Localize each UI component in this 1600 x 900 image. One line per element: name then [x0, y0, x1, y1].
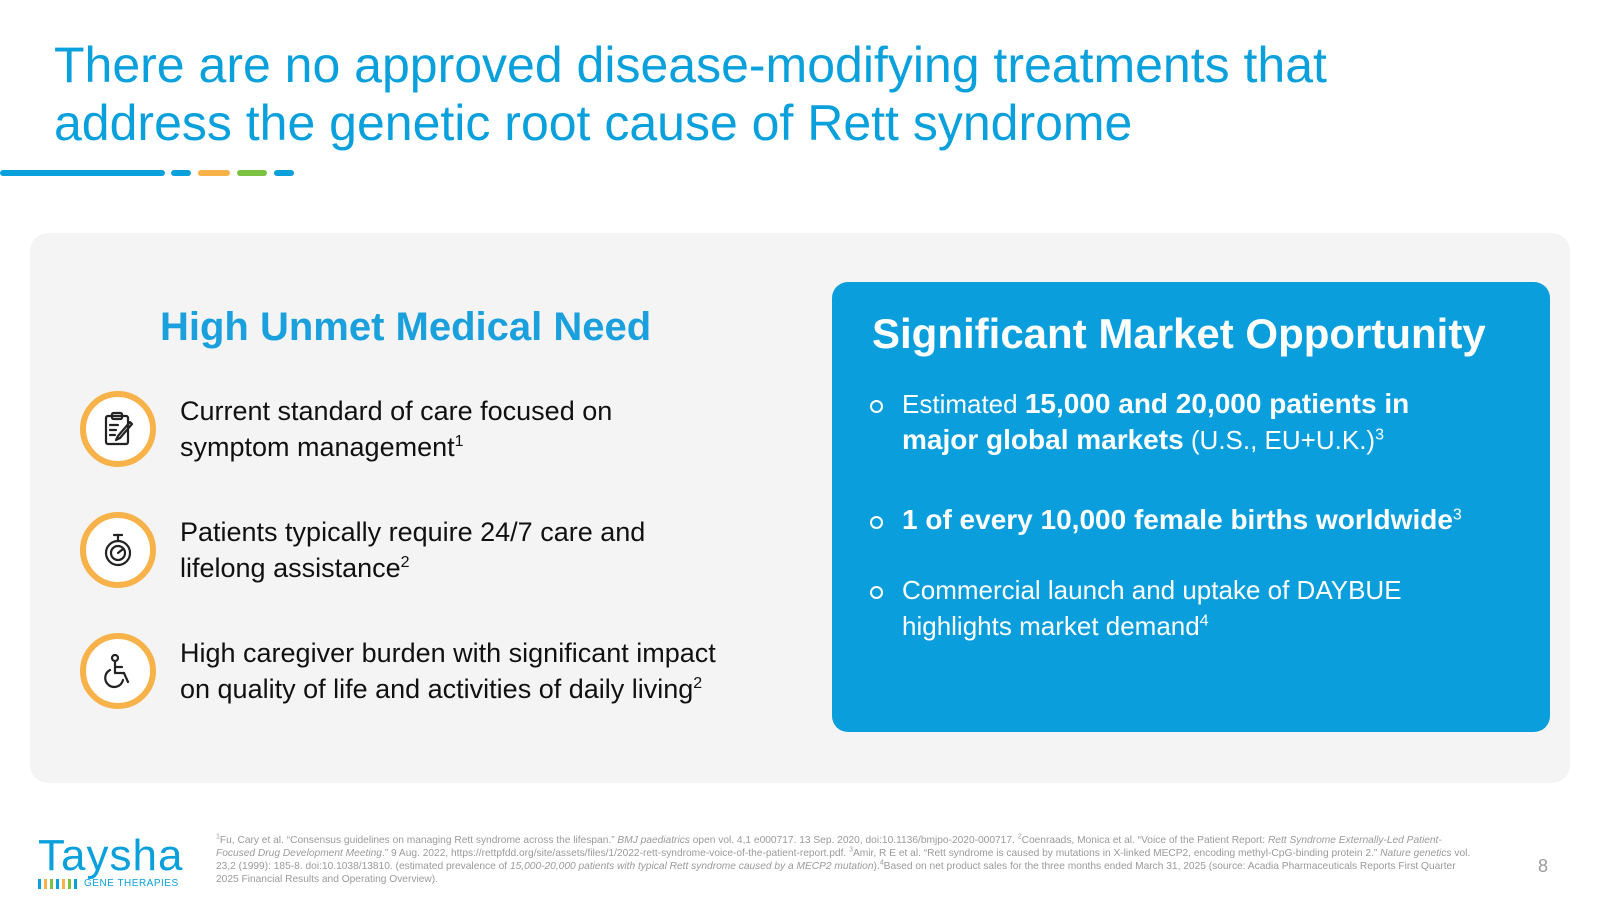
market-bullet-patients: Estimated 15,000 and 20,000 patients in …: [870, 386, 1530, 458]
stopwatch-icon: [80, 512, 156, 588]
footnote-1-journal: BMJ paediatrics: [617, 835, 690, 846]
logo-bar: [38, 878, 41, 889]
need-item-line1: Current standard of care focused on: [180, 396, 613, 426]
logo-bar: [74, 878, 77, 889]
need-item-line2: on quality of life and activities of dai…: [180, 671, 800, 707]
circle-bullet-icon: [870, 586, 883, 599]
need-item-line2: lifelong assistance2: [180, 550, 800, 586]
logo-bar: [62, 878, 65, 889]
need-item-text: Patients typically require 24/7 care and…: [180, 514, 800, 586]
footnote-ref: 3: [1375, 426, 1384, 444]
slide-title-line1: There are no approved disease-modifying …: [54, 37, 1327, 93]
bullet-pre-text: Estimated: [902, 389, 1025, 419]
footnote-ref: 4: [1199, 612, 1209, 630]
need-item-text: Current standard of care focused on symp…: [180, 393, 800, 465]
bullet-bold-text: 1 of every 10,000 female births worldwid…: [902, 504, 1453, 535]
logo-wordmark: Taysha: [38, 831, 184, 880]
slide-title-line2: address the genetic root cause of Rett s…: [54, 95, 1133, 151]
need-item-line2: symptom management1: [180, 429, 800, 465]
need-item-text: High caregiver burden with significant i…: [180, 635, 800, 707]
footnote-ref: 2: [693, 675, 703, 692]
title-rule-dash: [274, 170, 294, 176]
footnote-1: Fu, Cary et al. “Consensus guidelines on…: [219, 835, 618, 846]
clipboard-icon: [80, 391, 156, 467]
footnote-1-rest: open vol. 4,1 e000717. 13 Sep. 2020, doi…: [689, 835, 1018, 846]
need-item-line2-text: on quality of life and activities of dai…: [180, 674, 694, 704]
market-opportunity-heading: Significant Market Opportunity: [872, 310, 1486, 357]
footnote-3: Amir, R E et al. “Rett syndrome is cause…: [853, 848, 1381, 859]
need-item-line1: High caregiver burden with significant i…: [180, 638, 716, 668]
footnote-2-title: Rett Syndrome Externally-Led Patient-Foc…: [216, 835, 1442, 859]
wheelchair-icon: [80, 633, 156, 709]
market-bullet-text: Commercial launch and uptake of DAYBUE h…: [902, 572, 1530, 644]
bullet-bold-text: 15,000 and 20,000 patients in: [1024, 388, 1410, 419]
need-item-line2-text: lifelong assistance: [180, 553, 401, 583]
title-rule-dash: [198, 170, 230, 176]
title-rule-long: [0, 170, 165, 176]
footnote-3-rest: vol. 23,2 (1999): 185-8. doi:10.1038/138…: [216, 848, 1471, 872]
market-bullet-text: Estimated 15,000 and 20,000 patients in …: [902, 386, 1530, 458]
logo-bar: [68, 878, 71, 889]
logo-bar: [44, 878, 47, 889]
footnote-3-end: ).: [873, 861, 880, 872]
market-bullet-text: 1 of every 10,000 female births worldwid…: [902, 502, 1530, 538]
need-item-caregiver-burden: High caregiver burden with significant i…: [80, 633, 800, 713]
footnote-3-journal: Nature genetics: [1380, 848, 1452, 859]
circle-bullet-icon: [870, 516, 883, 529]
footnote-ref: 3: [1452, 506, 1462, 524]
circle-bullet-icon: [870, 400, 883, 413]
logo-bar: [50, 878, 53, 889]
need-item-line1: Patients typically require 24/7 care and: [180, 517, 646, 547]
footnote-ref: 1: [454, 433, 464, 450]
logo-tagline: GENE THERAPIES: [84, 878, 179, 889]
need-item-care-requirement: Patients typically require 24/7 care and…: [80, 512, 800, 592]
bullet-post-text: (U.S., EU+U.K.): [1183, 425, 1376, 455]
footnote-ref: 2: [400, 554, 410, 571]
bullet-bold-text: major global markets: [902, 424, 1184, 455]
market-bullet-daybue: Commercial launch and uptake of DAYBUE h…: [870, 572, 1530, 644]
unmet-need-heading: High Unmet Medical Need: [160, 305, 652, 349]
title-rule-dash: [237, 170, 267, 176]
footnote-2: Coenraads, Monica et al. “Voice of the P…: [1021, 835, 1268, 846]
logo-bar: [56, 878, 59, 889]
market-opportunity-box: Significant Market Opportunity Estimated…: [832, 282, 1550, 732]
page-number: 8: [1538, 856, 1549, 876]
need-item-line2-text: symptom management: [180, 432, 455, 462]
footnote-4: Based on net product sales for the three…: [216, 861, 1456, 885]
logo-sub: GENE THERAPIES: [38, 878, 179, 889]
need-item-standard-of-care: Current standard of care focused on symp…: [80, 391, 800, 471]
slide-title: There are no approved disease-modifying …: [54, 36, 1534, 152]
bullet-line1: Commercial launch and uptake of DAYBUE: [902, 575, 1402, 605]
footnotes: 1Fu, Cary et al. “Consensus guidelines o…: [216, 833, 1471, 885]
taysha-logo: Taysha GENE THERAPIES: [38, 831, 208, 890]
bullet-line2: highlights market demand: [902, 611, 1200, 641]
footnote-3-italic: 15,000-20,000 patients with typical Rett…: [509, 861, 874, 872]
title-rule-dash: [171, 170, 191, 176]
footnote-2-rest: .” 9 Aug. 2022, https://rettpfdd.org/sit…: [381, 848, 850, 859]
market-bullet-prevalence: 1 of every 10,000 female births worldwid…: [870, 502, 1530, 538]
